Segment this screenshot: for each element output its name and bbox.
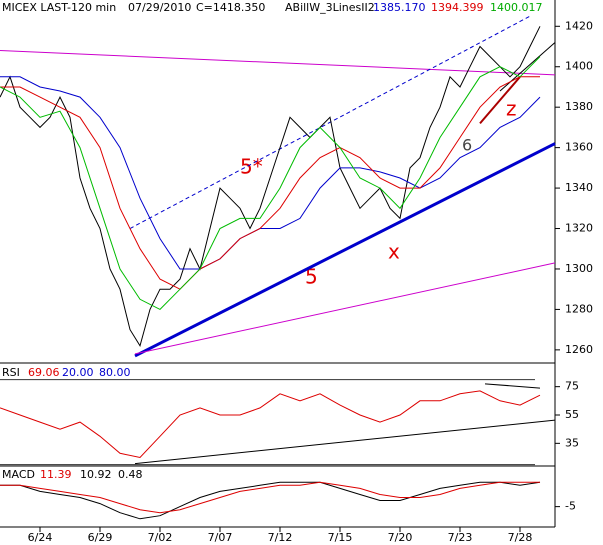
trendline — [499, 42, 556, 92]
y-tick-label: 1320 — [565, 222, 593, 235]
legend-value: 0.48 — [118, 468, 143, 481]
legend-value: 1385.170 — [373, 1, 426, 14]
y-tick-label: 55 — [565, 408, 579, 421]
trendline — [0, 50, 556, 76]
x-tick-label: 7/12 — [268, 531, 293, 544]
x-tick-label: 7/07 — [208, 531, 233, 544]
x-tick-label: 7/15 — [328, 531, 353, 544]
trendline — [134, 419, 556, 465]
annotation: 6 — [462, 136, 472, 155]
legend-value: 10.92 — [80, 468, 112, 481]
x-tick-label: 7/02 — [148, 531, 173, 544]
legend-value: 1394.399 — [431, 1, 484, 14]
y-tick-label: 1360 — [565, 141, 593, 154]
y-tick-label: 75 — [565, 380, 579, 393]
trendline — [134, 262, 556, 355]
x-tick-label: 7/20 — [388, 531, 413, 544]
series-line — [0, 481, 541, 520]
x-tick-label: 7/28 — [508, 531, 533, 544]
series-line — [0, 390, 541, 459]
y-tick-label: 1280 — [565, 302, 593, 315]
trendline — [484, 383, 541, 389]
y-tick-label: 35 — [565, 436, 579, 449]
legend-value: 80.00 — [99, 366, 131, 379]
annotation: x — [388, 240, 400, 264]
date: 07/29/2010 — [128, 1, 191, 14]
y-tick-label: 1400 — [565, 60, 593, 73]
annotation: z — [506, 97, 517, 121]
trendline — [129, 15, 531, 229]
y-tick-label: 1380 — [565, 100, 593, 113]
legend-value: 69.06 — [28, 366, 60, 379]
y-tick-label: 1300 — [565, 262, 593, 275]
legend-value: 11.39 — [40, 468, 72, 481]
y-tick-label: 1340 — [565, 181, 593, 194]
y-tick-label: 1420 — [565, 19, 593, 32]
title: MICEX LAST-120 min — [2, 1, 116, 14]
x-tick-label: 6/24 — [28, 531, 53, 544]
legend-value: 1400.017 — [490, 1, 543, 14]
legend-value: 20.00 — [62, 366, 94, 379]
series-line — [0, 26, 541, 348]
annotation: 5 — [305, 265, 318, 289]
series-line — [0, 56, 541, 311]
trendline — [479, 76, 521, 125]
annotation: 5* — [240, 155, 263, 179]
x-tick-label: 7/23 — [448, 531, 473, 544]
series-line — [0, 76, 540, 290]
panel-title: RSI — [2, 366, 20, 379]
y-tick-label: 1260 — [565, 343, 593, 356]
last-price: C=1418.350 — [196, 1, 265, 14]
series-line — [0, 76, 541, 270]
y-tick-label: -5 — [565, 500, 576, 513]
panel-title: MACD — [2, 468, 35, 481]
x-tick-label: 6/29 — [88, 531, 113, 544]
series-line — [0, 481, 540, 514]
indicator-name: ABillW_3LinesII2 — [285, 1, 375, 14]
trendline — [134, 142, 556, 358]
